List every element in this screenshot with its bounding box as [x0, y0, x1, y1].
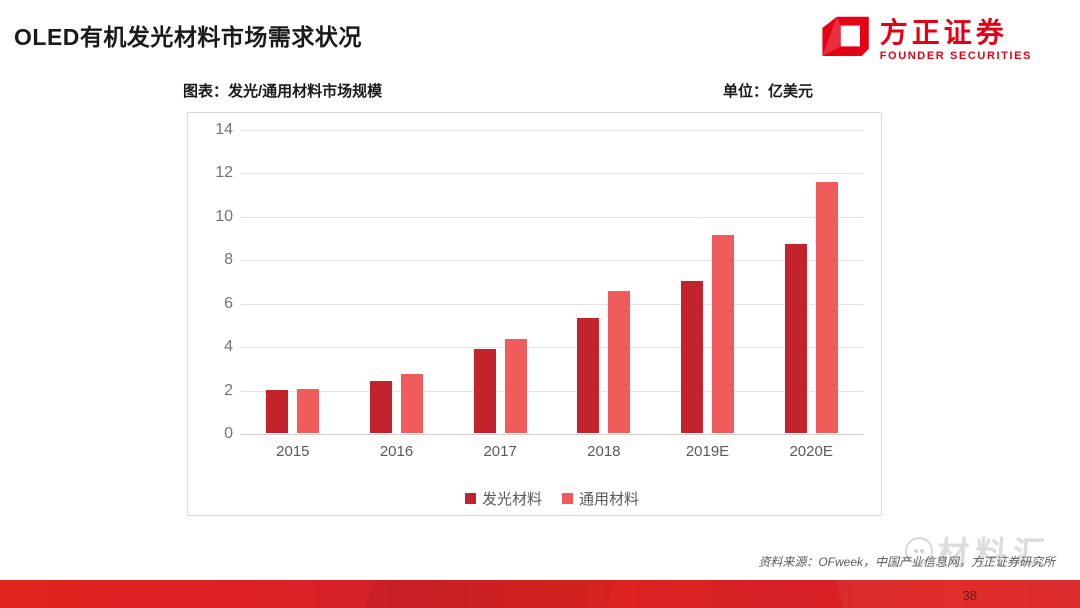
bar-2018-发光材料: [577, 317, 600, 433]
bar-2015-通用材料: [297, 388, 320, 433]
y-axis-tick-14: 14: [215, 121, 233, 138]
gridline-y-2: [241, 390, 863, 392]
gridline-y-14: [241, 130, 863, 131]
y-axis-tick-6: 6: [224, 294, 233, 312]
legend-item-通用材料: 通用材料: [562, 488, 639, 509]
gridline-y-6: [241, 303, 863, 305]
bar-2020E-发光材料: [784, 244, 807, 433]
y-axis-tick-12: 12: [215, 164, 233, 182]
bar-2019E-发光材料: [681, 281, 703, 433]
logo-en-label: FOUNDER SECURITIES: [879, 50, 1032, 63]
chart-legend: 发光材料 通用材料: [241, 488, 863, 509]
chart-unit-label: 单位：亿美元: [723, 83, 814, 100]
y-axis-tick-0: 0: [224, 425, 233, 442]
gridline-y-12: [241, 173, 863, 175]
y-axis-tick-4: 4: [224, 338, 233, 356]
bar-2018-通用材料: [608, 290, 631, 433]
gridline-y-8: [241, 260, 863, 262]
bar-2019E-通用材料: [712, 235, 734, 433]
bar-2016-通用材料: [401, 374, 423, 433]
x-axis-tick-2019E: 2019E: [685, 443, 730, 460]
y-axis-tick-8: 8: [224, 251, 233, 269]
founder-securities-logo: 方正证券 FOUNDER SECURITIES: [816, 14, 1032, 66]
bar-2017-通用材料: [504, 338, 527, 433]
legend-label: 发光材料: [481, 491, 542, 508]
x-axis-tick-2020E: 2020E: [789, 443, 833, 460]
legend-swatch-icon: [464, 493, 476, 504]
legend-label: 通用材料: [579, 491, 640, 508]
page-number: 38: [962, 588, 977, 603]
x-axis-tick-2015: 2015: [276, 443, 310, 460]
bottom-red-bar: [0, 580, 1080, 608]
founder-cube-icon: [822, 16, 869, 56]
bar-chart: 0 2 4 6 8 10 12 14 2015 2016 2017 2018 2019E 2020E 发光材…: [187, 112, 882, 516]
legend-item-发光材料: 发光材料: [464, 488, 542, 509]
chart-caption: 图表：发光/通用材料市场规模: [183, 83, 383, 100]
gridline-y-4: [241, 347, 863, 349]
plot-area: 0 2 4 6 8 10 12 14 2015 2016 2017 2018 2019E 2020E 发光材…: [215, 121, 863, 508]
bar-2015-发光材料: [266, 389, 289, 433]
logo-text: 方正证券 FOUNDER SECURITIES: [879, 16, 1032, 63]
source-note: 资料来源：OFweek，中国产业信息网，方正证券研究所: [758, 555, 1055, 569]
gridline-y-10: [241, 216, 863, 218]
x-axis-tick-2017: 2017: [483, 443, 517, 460]
bar-2020E-通用材料: [815, 182, 838, 433]
bar-2017-发光材料: [473, 349, 496, 433]
x-axis-tick-2018: 2018: [587, 443, 621, 460]
gridline-y-0: [241, 434, 863, 435]
y-axis-tick-10: 10: [215, 207, 233, 225]
bar-2016-发光材料: [370, 380, 392, 433]
page-title: OLED有机发光材料市场需求状况: [14, 24, 362, 50]
legend-swatch-icon: [562, 493, 573, 504]
y-axis-tick-2: 2: [224, 381, 233, 399]
logo-cn-label: 方正证券: [879, 16, 1008, 48]
x-axis-tick-2016: 2016: [379, 443, 414, 460]
